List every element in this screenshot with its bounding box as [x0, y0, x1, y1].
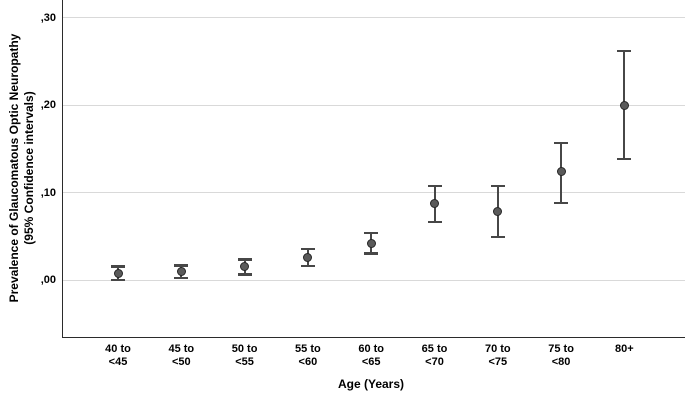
- x-tick-label-line: <80: [551, 356, 571, 368]
- error-bar-top-cap: [111, 265, 125, 268]
- data-point-marker: [430, 198, 439, 208]
- y-axis-title-line1: Prevalence of Glaucomatous Optic Neuropa…: [7, 33, 21, 303]
- y-tick-label: ,10: [40, 186, 56, 199]
- error-bar-bottom-cap: [427, 220, 442, 224]
- data-point-marker: [556, 167, 566, 177]
- x-tick-label-line: <75: [488, 356, 508, 368]
- x-axis-title: Age (Years): [337, 377, 405, 391]
- error-bar-top-cap: [427, 184, 442, 188]
- error-bar-bottom-cap: [617, 157, 632, 161]
- x-tick-label: 75 to <80: [529, 343, 593, 369]
- error-bar-bottom-cap: [554, 201, 569, 205]
- y-axis-title: Prevalence of Glaucomatous Optic Neuropa…: [7, 0, 37, 348]
- data-point-marker: [619, 100, 629, 110]
- x-tick-label-line: 65 to: [421, 343, 448, 355]
- x-axis-line: [62, 337, 685, 338]
- y-gridline: [62, 192, 685, 194]
- error-bar-bottom-cap: [174, 276, 189, 280]
- x-tick-label-line: <50: [171, 356, 191, 368]
- x-tick-label-line: 75 to: [548, 343, 574, 355]
- y-gridline: [62, 104, 685, 106]
- y-tick-label: ,00: [40, 274, 56, 287]
- data-point-marker: [493, 207, 503, 217]
- error-bar-top-cap: [364, 231, 379, 235]
- x-tick-label: 55 to <60: [276, 343, 340, 369]
- data-point-marker: [240, 262, 250, 272]
- error-bar-top-cap: [554, 141, 569, 145]
- x-tick-label: 50 to <55: [213, 343, 277, 369]
- error-bar-bottom-cap: [364, 252, 379, 255]
- x-tick-label-line: <60: [298, 356, 318, 368]
- data-point-marker: [176, 266, 186, 276]
- x-tick-label-line: <45: [108, 356, 128, 368]
- x-tick-label: 40 to <45: [86, 343, 150, 369]
- x-tick-label: 65 to <70: [403, 343, 467, 369]
- x-tick-label-line: 45 to: [168, 343, 195, 355]
- x-tick-label: 60 to <65: [339, 343, 403, 369]
- x-tick-label-line: 40 to: [105, 343, 131, 355]
- x-tick-label-line: <65: [361, 356, 381, 368]
- error-bar-top-cap: [174, 264, 189, 267]
- y-tick-label: ,30: [40, 11, 56, 24]
- x-tick-label-line: 60 to: [358, 343, 385, 355]
- y-gridline: [62, 279, 685, 281]
- error-bar-top-cap: [300, 247, 315, 251]
- data-point-marker: [113, 269, 123, 279]
- error-bar-top-cap: [617, 49, 632, 53]
- y-axis-title-line2: (95% Confidence intervals): [22, 91, 36, 245]
- error-bar-bottom-cap: [237, 273, 252, 276]
- y-axis-line: [62, 0, 63, 337]
- error-bar-bottom-cap: [111, 278, 125, 282]
- x-tick-label-line: <55: [235, 356, 254, 368]
- y-tick-label: ,20: [40, 99, 56, 112]
- x-tick-label-line: 55 to: [295, 343, 321, 355]
- x-tick-label-line: 70 to: [484, 343, 511, 355]
- x-tick-label-line: <70: [425, 356, 444, 368]
- error-bar-top-cap: [237, 258, 252, 261]
- x-tick-label-line: 50 to: [231, 343, 258, 355]
- error-bar-bottom-cap: [300, 264, 315, 268]
- y-gridline: [62, 17, 685, 18]
- data-point-marker: [366, 238, 376, 248]
- data-point-marker: [303, 252, 313, 262]
- x-tick-label: 70 to <75: [466, 343, 530, 369]
- x-tick-label: 45 to <50: [149, 343, 213, 369]
- error-bar-top-cap: [490, 184, 505, 188]
- x-tick-label: 80+: [592, 343, 656, 356]
- x-tick-label-line: 80+: [615, 343, 634, 355]
- error-bar-bottom-cap: [490, 235, 505, 239]
